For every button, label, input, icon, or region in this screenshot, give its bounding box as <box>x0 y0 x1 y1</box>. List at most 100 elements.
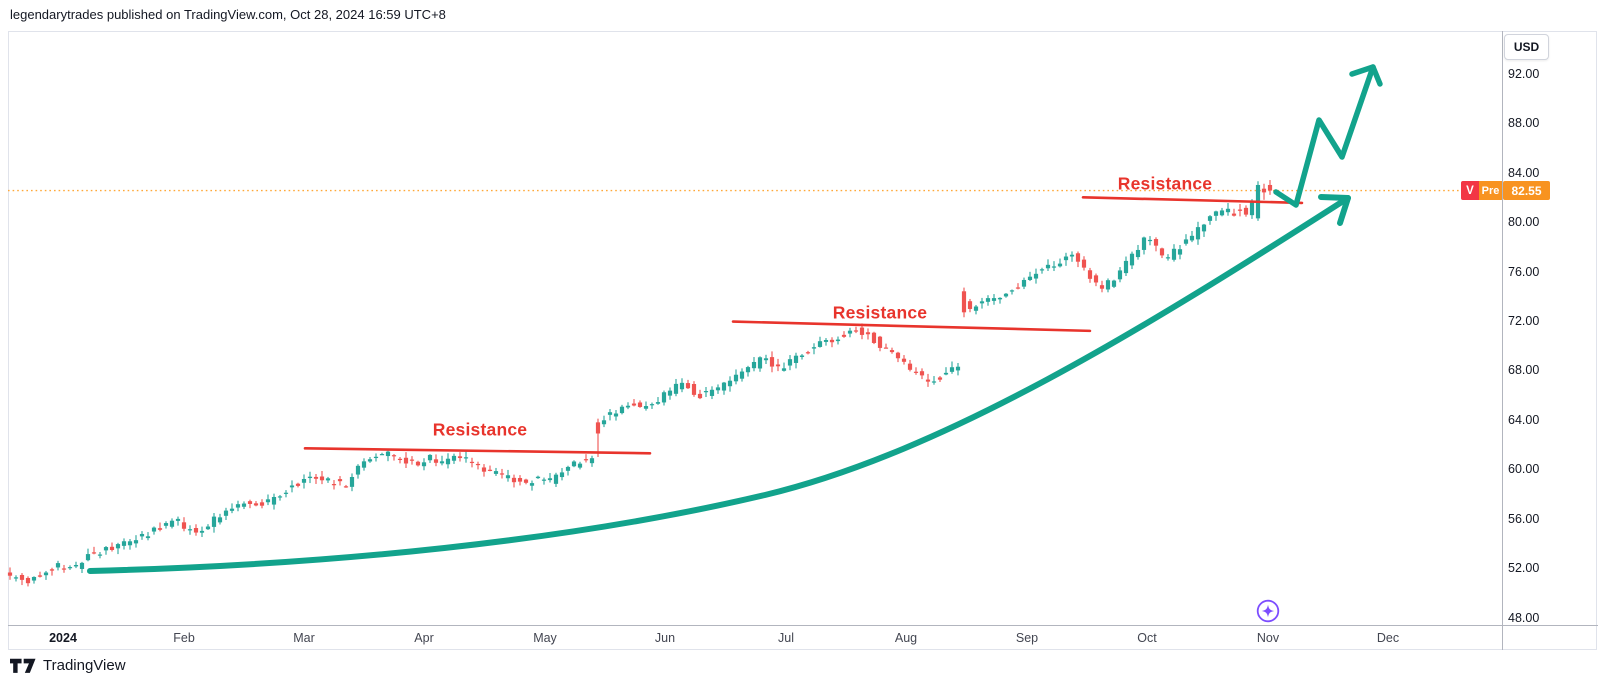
trend-curve-arrow[interactable] <box>87 195 1351 574</box>
candle-body <box>85 554 91 561</box>
candle-body <box>1069 254 1075 257</box>
time-tick-label: Jun <box>654 631 676 645</box>
candle-body <box>1105 280 1111 290</box>
candle-body <box>1099 285 1105 289</box>
candle-body <box>859 327 865 335</box>
candle-body <box>1225 208 1231 213</box>
candle-body <box>901 358 907 362</box>
time-axis-separator <box>8 625 1598 626</box>
time-tick-label: Mar <box>293 631 315 645</box>
resistance-line[interactable] <box>731 320 1092 333</box>
candle-body <box>529 483 535 486</box>
candle-body <box>253 503 259 506</box>
resistance-label-3[interactable]: Resistance <box>1118 174 1212 195</box>
candle-body <box>835 339 841 342</box>
candle-body <box>1183 239 1189 244</box>
candle-body <box>667 390 673 396</box>
candle-body <box>337 479 343 482</box>
candle-body <box>673 383 679 394</box>
candle-body <box>559 472 565 478</box>
candle-body <box>247 501 253 504</box>
currency-toggle-button[interactable]: USD <box>1504 34 1549 60</box>
candle-body <box>403 457 409 464</box>
candle-body <box>277 496 283 498</box>
idea-marker-icon[interactable] <box>1256 599 1280 623</box>
candle-body <box>1135 249 1141 258</box>
candle-body <box>139 533 145 537</box>
candle-body <box>805 352 811 354</box>
candle-body <box>469 461 475 464</box>
candle-body <box>1141 237 1147 250</box>
candle-body <box>1021 279 1027 287</box>
candle-body <box>547 478 553 481</box>
candle-body <box>1249 202 1255 216</box>
candle-body <box>571 461 577 467</box>
candle-body <box>241 503 247 507</box>
candle-body <box>1261 188 1267 193</box>
candle-body <box>145 536 151 539</box>
resistance-line[interactable] <box>1081 196 1304 205</box>
resistance-label-text: Resistance <box>832 302 928 323</box>
resistance-label-2[interactable]: Resistance <box>833 303 927 324</box>
candle-body <box>811 347 817 349</box>
candle-body <box>745 367 751 373</box>
candle-body <box>181 522 187 529</box>
price-tick-label: 48.00 <box>1508 610 1540 625</box>
candle-body <box>211 516 217 527</box>
candle-body <box>433 459 439 463</box>
time-tick-label: Dec <box>1376 631 1400 645</box>
candle-body <box>1231 213 1237 216</box>
candle-body <box>1087 270 1093 279</box>
candle-body <box>79 562 85 569</box>
candle-body <box>121 541 127 546</box>
candle-body <box>187 529 193 531</box>
tradingview-footer-link[interactable]: TradingView <box>10 657 126 674</box>
candle-body <box>373 456 379 459</box>
candle-body <box>1207 216 1213 221</box>
candle-body <box>823 340 829 342</box>
candle-body <box>439 461 445 464</box>
candle-body <box>31 576 37 581</box>
candle-body <box>451 455 457 461</box>
candle-body <box>979 301 985 304</box>
candle-body <box>1045 264 1051 269</box>
candle-body <box>397 458 403 461</box>
price-flag-value: 82.55 <box>1503 181 1550 201</box>
candle-body <box>847 330 853 334</box>
candle-body <box>37 575 43 577</box>
candle-body <box>661 392 667 403</box>
price-tick-label: 76.00 <box>1508 264 1540 279</box>
candle-body <box>349 477 355 487</box>
candle-body <box>523 479 529 483</box>
candle-body <box>415 461 421 466</box>
candle-body <box>619 406 625 414</box>
candle-body <box>505 475 511 479</box>
candle-body <box>1189 235 1195 241</box>
candle-body <box>589 458 595 464</box>
candle-body <box>217 517 223 523</box>
candle-body <box>919 371 925 376</box>
candle-body <box>763 358 769 361</box>
candle-body <box>325 478 331 481</box>
candle-body <box>685 383 691 389</box>
price-tick-label: 92.00 <box>1508 66 1540 81</box>
candle-body <box>1027 276 1033 280</box>
resistance-label-1[interactable]: Resistance <box>433 420 527 441</box>
candle-body <box>679 382 685 390</box>
time-tick-label: May <box>533 631 557 645</box>
candle-body <box>913 371 919 373</box>
candle-body <box>865 332 871 335</box>
candle-body <box>853 330 859 332</box>
candle-body <box>343 486 349 488</box>
candle-body <box>127 541 133 546</box>
candle-body <box>1033 273 1039 279</box>
candle-body <box>751 361 757 369</box>
resistance-line[interactable] <box>303 447 652 455</box>
candle-body <box>361 461 367 468</box>
candle-body <box>1081 259 1087 268</box>
candle-body <box>799 355 805 357</box>
zigzag-projection-arrow[interactable] <box>1273 64 1376 208</box>
candle-body <box>91 552 97 554</box>
candle-body <box>265 499 271 503</box>
candle-body <box>601 420 607 425</box>
